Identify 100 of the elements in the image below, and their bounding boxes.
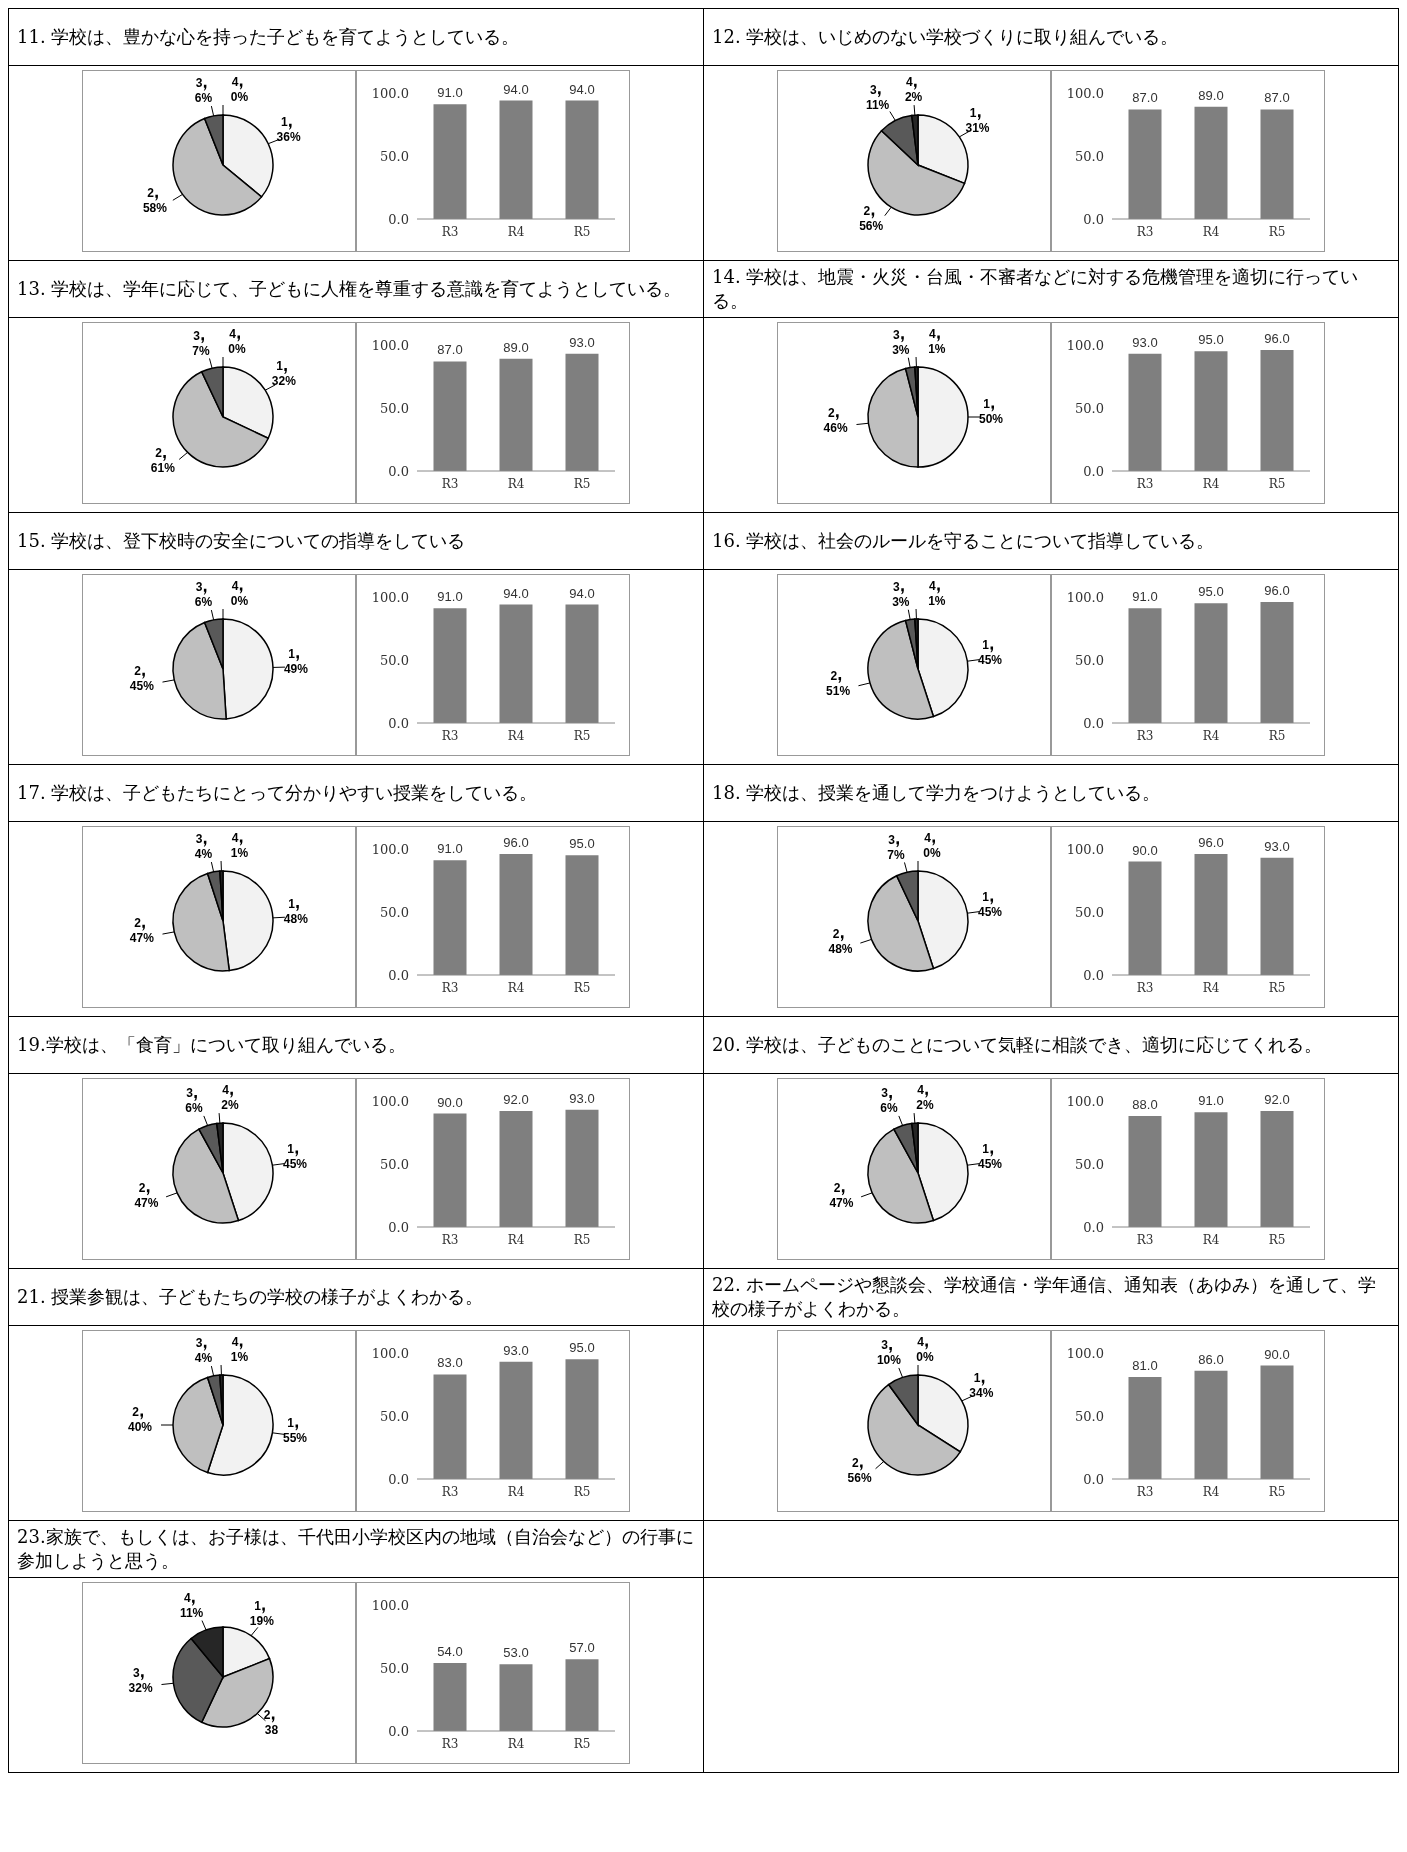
x-tick-label: R4 bbox=[1202, 224, 1220, 239]
data-label: 4% bbox=[194, 1351, 213, 1366]
x-tick-label: R5 bbox=[573, 1232, 591, 1247]
y-tick-label: 50.0 bbox=[1075, 904, 1104, 920]
data-label: 90.0 bbox=[437, 1094, 463, 1110]
legend-label: 1 bbox=[287, 1142, 295, 1157]
data-label: 4% bbox=[194, 847, 213, 862]
chart-title: 11. 学校は、豊かな心を持った子どもを育てようとしている。 bbox=[17, 26, 520, 47]
slice-label: 3 bbox=[195, 76, 203, 91]
text: 22. ホームページや懇談会、学校通信・学年通信、通知表（あゆみ）を通して、学校の様子がよくわかる。 bbox=[712, 1274, 1377, 1319]
slice-label: 2 bbox=[863, 204, 871, 219]
y-tick-label: 100.0 bbox=[1066, 1345, 1104, 1361]
legend-label: 1 bbox=[254, 1599, 262, 1614]
data-label: 93.0 bbox=[1264, 838, 1290, 854]
data-label: 45% bbox=[129, 679, 155, 694]
data-label: 31% bbox=[965, 120, 990, 135]
slice-label: 2 bbox=[147, 186, 155, 201]
data-label: 1% bbox=[230, 1350, 249, 1365]
y-tick-label: 0.0 bbox=[1083, 967, 1104, 983]
y-tick-label: 0.0 bbox=[1083, 463, 1104, 479]
y-tick-label: 50.0 bbox=[1075, 652, 1104, 668]
chart-title: 17. 学校は、子どもたちにとって分かりやすい授業をしている。 bbox=[17, 782, 538, 803]
slice-label: 4 bbox=[929, 327, 937, 342]
data-label: 48% bbox=[828, 941, 853, 956]
slice-label: 2 bbox=[134, 664, 142, 679]
data-label: 91.0 bbox=[437, 85, 463, 101]
y-tick-label: 100.0 bbox=[371, 1597, 409, 1613]
y-tick-label: 50.0 bbox=[1075, 400, 1104, 416]
y-tick-label: 100.0 bbox=[371, 589, 409, 605]
y-tick-label: 50.0 bbox=[380, 148, 409, 164]
y-tick-label: 50.0 bbox=[380, 904, 409, 920]
x-tick-label: R3 bbox=[1136, 1484, 1154, 1499]
data-label: 88.0 bbox=[1132, 1097, 1158, 1113]
legend-label: 1 bbox=[982, 890, 990, 905]
x-tick-label: R5 bbox=[1268, 476, 1286, 491]
y-tick-label: 0.0 bbox=[1083, 211, 1104, 227]
legend-label: 1 bbox=[973, 1371, 981, 1386]
data-label: 56% bbox=[847, 1471, 872, 1486]
slice-label: 2 bbox=[263, 1708, 271, 1723]
text: 0% bbox=[916, 1350, 934, 1364]
slice-label: 3 bbox=[195, 832, 203, 847]
chart-title: 14. 学校は、地震・火災・台風・不審者などに対する危機管理を適切に行っている。 bbox=[712, 266, 1359, 311]
data-label: 53.0 bbox=[503, 1645, 529, 1661]
x-tick-label: R5 bbox=[573, 980, 591, 995]
slice-label: 3 bbox=[132, 1665, 140, 1680]
data-label: 48% bbox=[283, 911, 309, 926]
y-tick-label: 0.0 bbox=[388, 463, 409, 479]
data-label: 6% bbox=[185, 1101, 203, 1116]
data-label: 32% bbox=[128, 1680, 153, 1695]
chart-title: 15. 学校は、登下校時の安全についての指導をしている bbox=[17, 530, 466, 551]
x-tick-label: R5 bbox=[1268, 224, 1286, 239]
data-label: 49% bbox=[283, 661, 309, 676]
data-label: 95.0 bbox=[569, 1340, 595, 1356]
data-label: 47% bbox=[134, 1195, 159, 1210]
slice-label: 4 bbox=[905, 75, 913, 90]
data-label: 6% bbox=[880, 1101, 898, 1116]
x-tick-label: R3 bbox=[441, 1736, 459, 1751]
slice-label: 2 bbox=[827, 405, 835, 420]
slice-label: 2 bbox=[138, 1180, 146, 1195]
x-tick-label: R5 bbox=[1268, 1232, 1286, 1247]
chart-title: 20. 学校は、子どものことについて気軽に相談でき、適切に応じてくれる。 bbox=[712, 1034, 1323, 1055]
slice-label: 3 bbox=[186, 1086, 194, 1101]
data-label: 89.0 bbox=[1198, 87, 1224, 103]
data-label: 96.0 bbox=[1264, 331, 1290, 347]
data-label: 7% bbox=[887, 847, 905, 862]
slice-label: 3 bbox=[881, 1086, 889, 1101]
data-label: 61% bbox=[150, 461, 176, 476]
y-tick-label: 0.0 bbox=[388, 1723, 409, 1739]
data-label: 92.0 bbox=[503, 1092, 529, 1108]
data-label: 81.0 bbox=[1132, 1357, 1158, 1373]
slice-label: 3 bbox=[195, 1336, 203, 1351]
x-tick-label: R4 bbox=[1202, 1484, 1220, 1499]
data-label: 90.0 bbox=[1264, 1346, 1290, 1362]
slice-label: 3 bbox=[888, 832, 896, 847]
y-tick-label: 100.0 bbox=[371, 841, 409, 857]
y-tick-label: 100.0 bbox=[371, 1093, 409, 1109]
y-tick-label: 0.0 bbox=[388, 211, 409, 227]
data-label: 91.0 bbox=[1198, 1093, 1224, 1109]
y-tick-label: 50.0 bbox=[380, 1408, 409, 1424]
y-tick-label: 100.0 bbox=[371, 1345, 409, 1361]
slice-label: 2 bbox=[830, 668, 838, 683]
data-label: 58% bbox=[142, 201, 168, 216]
x-tick-label: R3 bbox=[441, 1484, 459, 1499]
x-tick-label: R3 bbox=[1136, 476, 1154, 491]
data-label: 83.0 bbox=[437, 1355, 463, 1371]
data-label: 90.0 bbox=[1132, 842, 1158, 858]
legend-label: 4 bbox=[231, 579, 239, 593]
slice-label: 4 bbox=[183, 1591, 191, 1606]
slice-label: 3 bbox=[193, 328, 201, 343]
data-label: 86.0 bbox=[1198, 1351, 1224, 1367]
text: 0% bbox=[230, 90, 249, 104]
data-label: 1% bbox=[928, 594, 946, 609]
data-label: 95.0 bbox=[1198, 584, 1224, 600]
x-tick-label: R3 bbox=[1136, 728, 1154, 743]
text: 0% bbox=[230, 594, 249, 608]
slice-label: 2 bbox=[132, 1405, 140, 1419]
data-label: 3% bbox=[892, 594, 910, 609]
slice-label: 3 bbox=[869, 82, 877, 97]
data-label: 40% bbox=[127, 1420, 153, 1434]
data-label: 7% bbox=[192, 343, 210, 358]
